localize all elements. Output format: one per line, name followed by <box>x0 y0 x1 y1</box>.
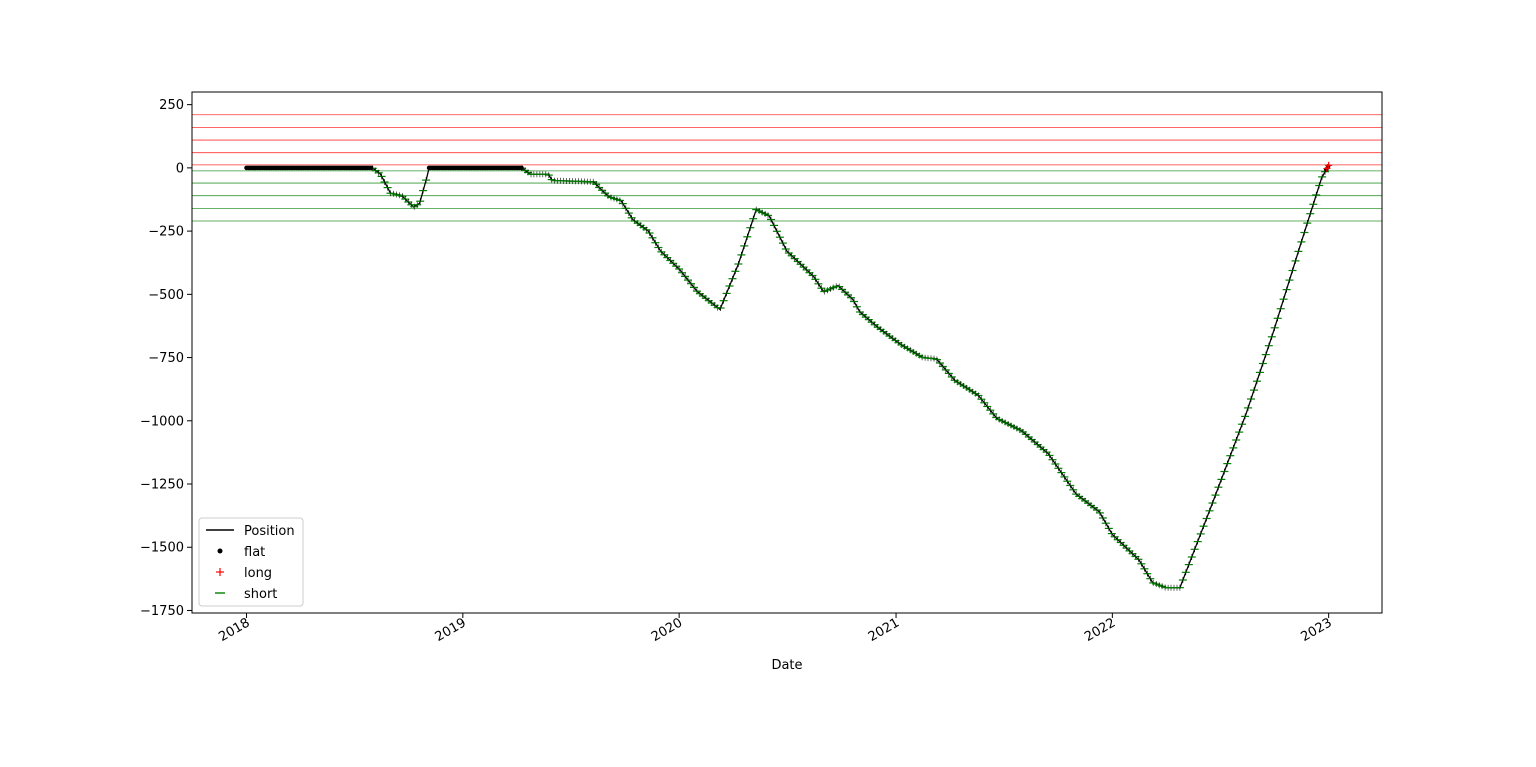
y-tick-label: −1250 <box>140 478 184 493</box>
y-tick-label: 250 <box>159 98 184 113</box>
y-tick-label: 0 <box>176 161 184 176</box>
plot-background <box>192 92 1382 613</box>
flat-marker <box>368 165 374 171</box>
legend-long-swatch <box>216 568 224 576</box>
plot-frame <box>191 91 1383 614</box>
marker-layer <box>244 161 1333 591</box>
legend-position-label: Position <box>244 524 295 539</box>
flat-marker <box>519 165 524 171</box>
y-tick-label: −1000 <box>140 414 184 429</box>
long-marker <box>1325 161 1333 169</box>
legend-short-label: short <box>244 587 277 602</box>
y-tick-label: −1750 <box>140 604 184 619</box>
legend-long-label: long <box>244 566 272 581</box>
legend: Position flat long short <box>198 517 304 607</box>
y-tick-label: −250 <box>148 225 184 240</box>
legend-flat-label: flat <box>244 545 265 560</box>
y-tick-label: −1500 <box>140 541 184 556</box>
y-tick-label: −500 <box>148 288 184 303</box>
y-tick-label: −750 <box>148 351 184 366</box>
y-axis: 250 0 −250 −500 −750 −1000 −1250 −1500 −1750 <box>140 98 192 619</box>
plot-area <box>192 92 1382 613</box>
x-axis-label: Date <box>771 658 802 673</box>
legend-box <box>198 517 304 607</box>
legend-flat-swatch <box>217 548 223 554</box>
